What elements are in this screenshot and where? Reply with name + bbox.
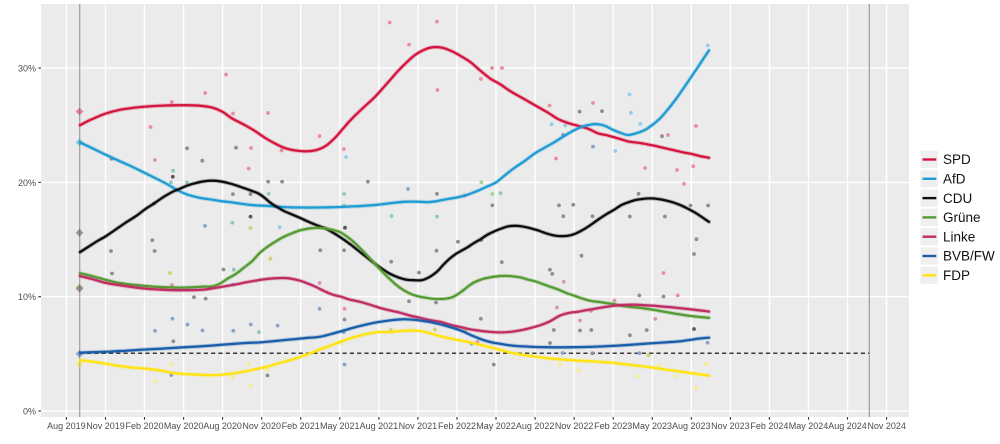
svg-text:May 2023: May 2023 [633,421,673,431]
svg-text:Feb 2023: Feb 2023 [594,421,632,431]
svg-text:0%: 0% [23,407,36,417]
svg-text:Nov 2024: Nov 2024 [867,421,906,431]
svg-text:Aug 2024: Aug 2024 [828,421,867,431]
svg-text:Feb 2020: Feb 2020 [125,421,163,431]
svg-text:May 2021: May 2021 [320,421,360,431]
svg-text:Linke: Linke [943,229,975,244]
svg-text:Nov 2022: Nov 2022 [555,421,594,431]
svg-text:Feb 2021: Feb 2021 [282,421,320,431]
svg-text:FDP: FDP [943,268,970,283]
svg-text:Nov 2023: Nov 2023 [711,421,750,431]
svg-text:CDU: CDU [943,191,972,206]
svg-text:May 2020: May 2020 [164,421,204,431]
svg-text:30%: 30% [18,64,36,74]
svg-text:Nov 2020: Nov 2020 [242,421,281,431]
svg-text:BVB/FW: BVB/FW [943,249,995,264]
svg-text:May 2022: May 2022 [476,421,516,431]
svg-text:Grüne: Grüne [943,210,981,225]
svg-text:Aug 2021: Aug 2021 [360,421,399,431]
svg-text:SPD: SPD [943,152,971,167]
svg-text:10%: 10% [18,292,36,302]
svg-text:AfD: AfD [943,172,966,187]
svg-text:Nov 2019: Nov 2019 [86,421,125,431]
svg-text:Aug 2019: Aug 2019 [47,421,86,431]
svg-text:May 2024: May 2024 [789,421,829,431]
svg-text:Aug 2023: Aug 2023 [672,421,711,431]
svg-text:Aug 2022: Aug 2022 [516,421,555,431]
svg-text:Nov 2021: Nov 2021 [399,421,438,431]
svg-text:Feb 2022: Feb 2022 [438,421,476,431]
svg-text:20%: 20% [18,178,36,188]
svg-text:Aug 2020: Aug 2020 [203,421,242,431]
svg-text:Feb 2024: Feb 2024 [750,421,788,431]
